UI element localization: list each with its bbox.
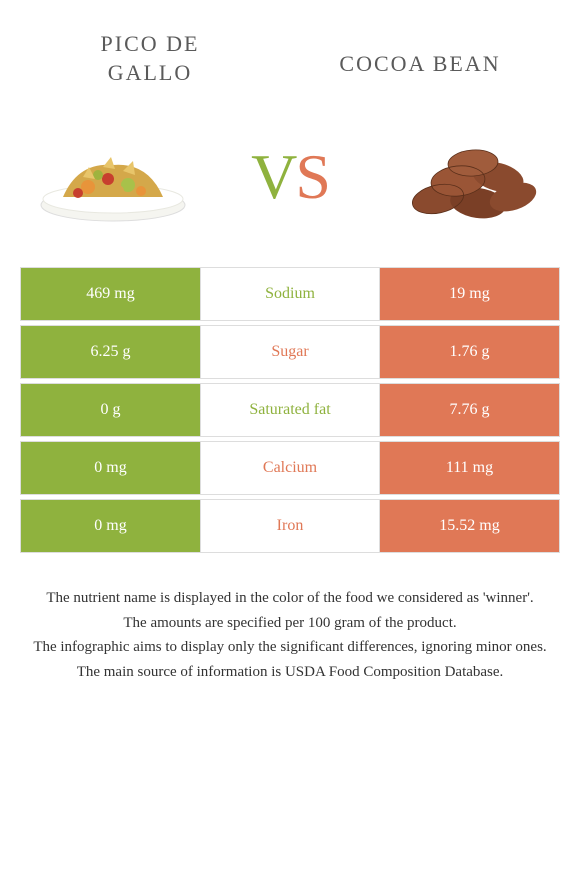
cell-right: 15.52 mg [380,499,560,553]
table-row: 0 mg Iron 15.52 mg [20,499,560,553]
food-right-title: COCOA BEAN [320,30,520,87]
cell-label: Sodium [200,267,380,321]
footer-line: The main source of information is USDA F… [20,661,560,684]
cell-left: 0 mg [20,499,200,553]
table-row: 469 mg Sodium 19 mg [20,267,560,321]
food-left-image [30,117,195,237]
cell-label: Calcium [200,441,380,495]
cell-label: Sugar [200,325,380,379]
cell-left: 469 mg [20,267,200,321]
footer-notes: The nutrient name is displayed in the co… [0,557,580,715]
pico-de-gallo-icon [33,127,193,227]
images-row: VS [0,97,580,267]
nutrition-table: 469 mg Sodium 19 mg 6.25 g Sugar 1.76 g … [0,267,580,553]
footer-line: The nutrient name is displayed in the co… [20,587,560,610]
food-right-image [385,117,550,237]
table-row: 0 mg Calcium 111 mg [20,441,560,495]
cell-right: 111 mg [380,441,560,495]
cocoa-bean-icon [388,127,548,227]
footer-line: The infographic aims to display only the… [20,636,560,659]
cell-label: Iron [200,499,380,553]
cell-label: Saturated fat [200,383,380,437]
vs-v: V [251,141,295,212]
table-row: 6.25 g Sugar 1.76 g [20,325,560,379]
header: PICO DE GALLO COCOA BEAN [0,0,580,97]
cell-left: 0 g [20,383,200,437]
cell-right: 7.76 g [380,383,560,437]
vs-s: S [295,141,329,212]
cell-left: 6.25 g [20,325,200,379]
food-left-title: PICO DE GALLO [60,30,240,87]
cell-right: 1.76 g [380,325,560,379]
footer-line: The amounts are specified per 100 gram o… [20,612,560,635]
cell-right: 19 mg [380,267,560,321]
vs-label: VS [251,140,329,214]
cell-left: 0 mg [20,441,200,495]
table-row: 0 g Saturated fat 7.76 g [20,383,560,437]
